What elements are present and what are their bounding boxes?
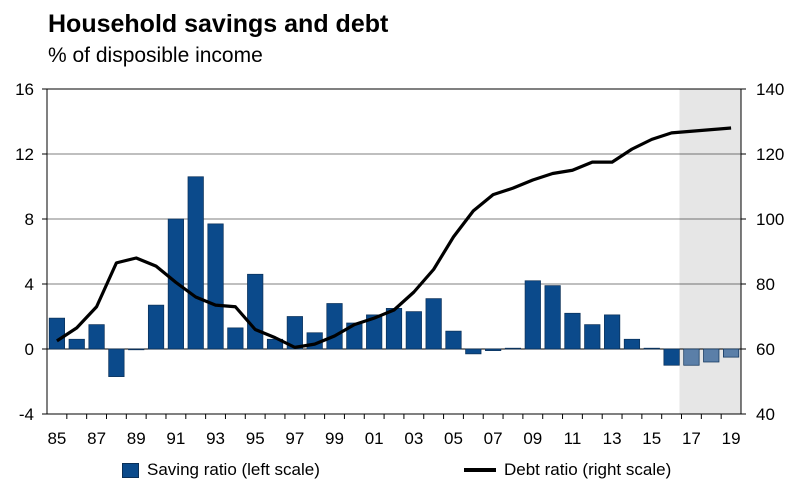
left-tick-label: 4 (25, 275, 34, 294)
bar-15 (643, 347, 660, 350)
right-tick-label: 40 (756, 405, 775, 424)
bar-99 (326, 303, 343, 350)
bar-08 (504, 347, 522, 350)
bar-09 (524, 280, 541, 350)
bar-13 (604, 314, 621, 350)
bar-01 (366, 314, 383, 350)
debt-ratio-line (56, 126, 732, 349)
right-tick-label: 100 (756, 210, 784, 229)
x-tick-label: 19 (722, 429, 741, 448)
bar-94 (227, 327, 244, 350)
x-tick-label: 09 (523, 429, 542, 448)
legend-item-debt-ratio: Debt ratio (right scale) (464, 460, 671, 480)
legend: Saving ratio (left scale) Debt ratio (ri… (0, 460, 796, 482)
bar-89 (128, 348, 145, 351)
bar-02 (385, 308, 403, 350)
left-tick-label: 8 (25, 210, 34, 229)
left-tick-label: 12 (15, 145, 34, 164)
x-tick-label: 11 (564, 429, 582, 448)
bar-06 (465, 348, 482, 355)
bar-04 (425, 298, 442, 350)
chart-subtitle: % of disposible income (48, 44, 263, 67)
x-tick-label: 89 (127, 429, 146, 448)
bar-18 (703, 348, 720, 363)
x-tick-label: 99 (325, 429, 344, 448)
bar-07 (485, 348, 502, 351)
bar-17 (683, 348, 700, 366)
legend-bar-swatch (122, 462, 139, 478)
bar-14 (623, 338, 641, 350)
right-tick-label: 140 (756, 80, 784, 99)
x-tick-label: 95 (246, 429, 265, 448)
bar-19 (723, 348, 740, 358)
bar-87 (88, 324, 105, 350)
x-tick-label: 87 (87, 429, 106, 448)
bar-11 (564, 312, 581, 350)
x-tick-label: 13 (603, 429, 622, 448)
left-tick-label: 16 (15, 80, 34, 99)
left-tick-label: 0 (25, 340, 34, 359)
bar-16 (663, 348, 680, 366)
right-tick-label: 60 (756, 340, 775, 359)
bar-10 (544, 285, 561, 350)
x-tick-label: 03 (404, 429, 423, 448)
bar-88 (108, 348, 125, 377)
bar-85 (48, 317, 65, 350)
x-tick-label: 85 (47, 429, 66, 448)
chart-title: Household savings and debt (48, 10, 389, 38)
x-tick-label: 97 (285, 429, 304, 448)
bar-12 (584, 324, 601, 350)
legend-label-debt: Debt ratio (right scale) (504, 460, 672, 479)
left-tick-label: -4 (19, 405, 34, 424)
legend-item-saving-ratio: Saving ratio (left scale) (122, 460, 320, 480)
legend-line-swatch (464, 468, 496, 472)
right-tick-label: 120 (756, 145, 784, 164)
x-tick-label: 17 (682, 429, 701, 448)
plot-frame (46, 88, 742, 415)
bar-86 (68, 338, 85, 350)
legend-label-saving: Saving ratio (left scale) (147, 460, 320, 479)
bar-93 (207, 223, 224, 350)
x-tick-label: 07 (484, 429, 503, 448)
bar-92 (187, 176, 204, 350)
x-tick-label: 15 (642, 429, 661, 448)
x-tick-label: 01 (365, 429, 384, 448)
bar-05 (445, 330, 462, 350)
bar-95 (247, 273, 264, 350)
x-tick-label: 05 (444, 429, 463, 448)
bar-97 (286, 316, 303, 350)
x-tick-label: 93 (206, 429, 225, 448)
x-tick-label: 91 (166, 429, 185, 448)
bar-03 (405, 311, 422, 350)
right-tick-label: 80 (756, 275, 775, 294)
bar-90 (147, 304, 165, 350)
